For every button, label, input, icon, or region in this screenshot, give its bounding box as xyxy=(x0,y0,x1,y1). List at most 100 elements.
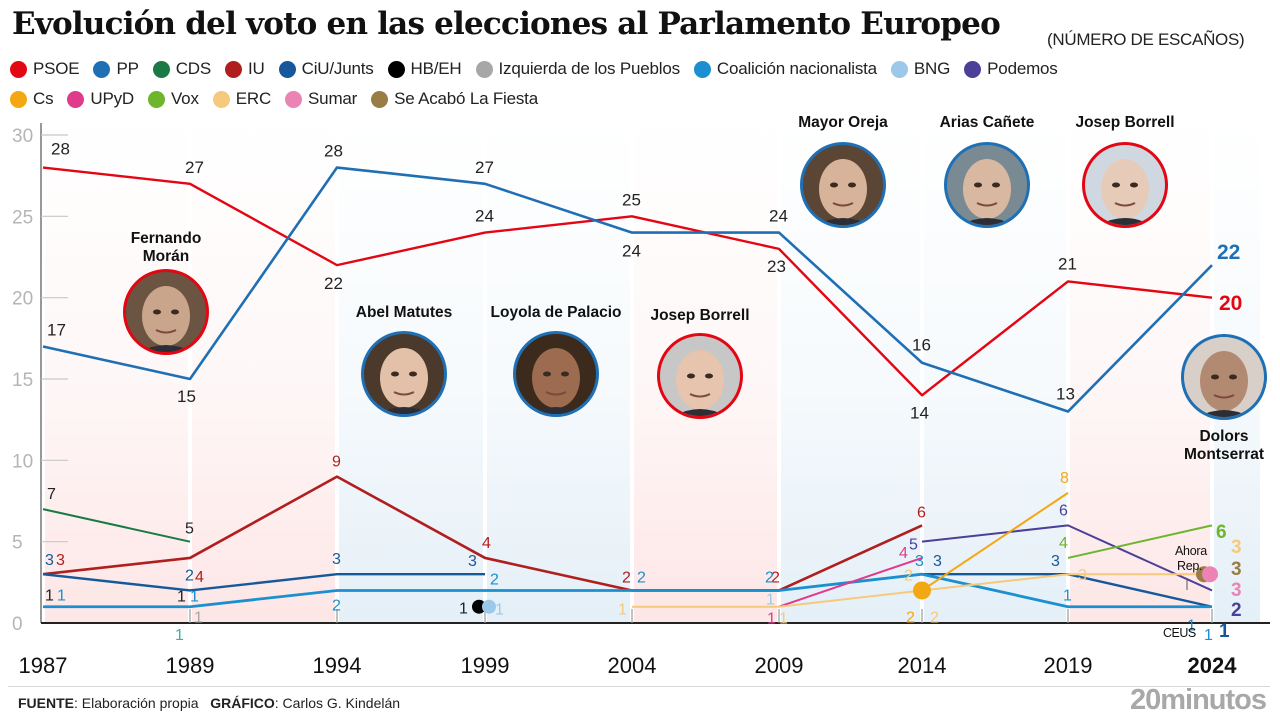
end-label-ciu-junts: 1 xyxy=(1219,621,1230,642)
value-label-coalicion-nacionalista-1994: 2 xyxy=(332,597,341,614)
chart-title: Evolución del voto en las elecciones al … xyxy=(12,6,1001,42)
series-line-ciu-junts xyxy=(42,573,485,592)
candidate-photo-josep-borrell xyxy=(657,333,743,419)
legend-item-hb-eh: HB/EH xyxy=(387,58,462,80)
legend-swatch xyxy=(475,60,493,78)
candidate-photo-mayor-oreja xyxy=(800,142,886,228)
legend-label: BNG xyxy=(913,59,951,78)
value-label-podemos-2014: 5 xyxy=(909,537,918,554)
graphic-value: : Carlos G. Kindelán xyxy=(274,695,401,711)
x-tick-label-2014: 2014 xyxy=(898,653,947,678)
x-tick-label-2024: 2024 xyxy=(1188,653,1238,678)
value-label-ciu-junts-1987: 3 xyxy=(45,552,54,569)
legend-item-pp: PP xyxy=(93,58,139,80)
annotation-rep: Rep. xyxy=(1177,559,1202,573)
value-label-ciu-junts-1994: 3 xyxy=(332,551,341,568)
legend-row-2: Cs UPyD Vox ERC Sumar Se Acabó La Fiesta xyxy=(10,88,1270,110)
value-label-coalicion-nacionalista-1987: 1 xyxy=(57,588,66,605)
source-label: FUENTE xyxy=(18,695,74,711)
candidate-photo-abel-matutes xyxy=(361,331,447,417)
y-tick-label-5: 5 xyxy=(12,533,23,554)
value-label-hb-eh-1999: 1 xyxy=(459,601,468,618)
series-line-cs xyxy=(921,492,1069,592)
legend-label: ERC xyxy=(235,89,272,108)
annotation-ceus: CEUS xyxy=(1163,626,1196,640)
value-label-podemos-2019: 6 xyxy=(1059,502,1068,519)
footer-divider xyxy=(8,686,1270,687)
source-value: : Elaboración propia xyxy=(74,695,199,711)
legend-item-cs: Cs xyxy=(10,88,54,110)
series-line-psoe xyxy=(42,166,1213,397)
value-label-cs-2019: 8 xyxy=(1060,470,1069,487)
legend-item-izquierda-de-los-pueblos: Izquierda de los Pueblos xyxy=(475,58,681,80)
value-label-iu-2014: 6 xyxy=(917,504,926,521)
value-label-hb-eh-1989: 1 xyxy=(177,589,186,606)
background-band-1987 xyxy=(45,120,188,623)
legend-swatch xyxy=(10,90,27,108)
x-tick-label-2004: 2004 xyxy=(608,653,657,678)
value-label-pp-2004: 24 xyxy=(622,242,641,261)
value-label-erc-2014: 2 xyxy=(930,609,939,626)
value-label-coalicion-nacionalista-2004: 2 xyxy=(637,569,646,586)
legend-item-bng: BNG xyxy=(890,58,951,80)
candidate-name: Fernando Morán xyxy=(131,230,202,266)
candidate-name: Josep Borrell xyxy=(1075,114,1175,131)
legend-swatch xyxy=(147,90,165,108)
legend-label: Izquierda de los Pueblos xyxy=(498,59,681,78)
candidate-name: Mayor Oreja xyxy=(798,114,888,131)
value-label-erc-2009: 1 xyxy=(779,611,788,628)
legend-label: Vox xyxy=(170,89,199,108)
value-label-pp-1987: 17 xyxy=(47,320,66,339)
value-label-psoe-1999: 24 xyxy=(475,207,494,226)
candidate-photo-arias-canete xyxy=(944,142,1030,228)
x-tick-label-1989: 1989 xyxy=(166,653,215,678)
value-label-coalicion-nacionalista-2024: 1 xyxy=(1187,618,1196,635)
value-label-erc-2019: 3 xyxy=(1078,567,1087,584)
value-label-coalicion-nacionalista-2019: 1 xyxy=(1063,588,1072,605)
chart-subtitle: (NÚMERO DE ESCAÑOS) xyxy=(1047,30,1245,49)
portrait-icon xyxy=(140,286,192,352)
legend-label: IU xyxy=(248,59,265,78)
value-label-pp-2014: 16 xyxy=(912,336,931,355)
value-label-vox-2019: 4 xyxy=(1059,535,1068,552)
legend-label: Se Acabó La Fiesta xyxy=(394,89,538,108)
y-tick-label-20: 20 xyxy=(12,289,33,310)
value-label-cs-2014: 2 xyxy=(906,609,915,626)
legend-item-cds: CDS xyxy=(152,58,211,80)
value-label-psoe-2019: 21 xyxy=(1058,254,1077,273)
candidate-photo-josep-borrell xyxy=(1082,142,1168,228)
legend-item-psoe: PSOE xyxy=(10,58,80,80)
value-label-iu-1987: 3 xyxy=(56,552,65,569)
candidate-photo-loyola-de-palacio xyxy=(513,331,599,417)
legend-item-upyd: UPyD xyxy=(67,88,134,110)
data-point-sumar-2024 xyxy=(1202,566,1218,583)
legend-swatch xyxy=(890,60,908,78)
value-label-bng-2009: 1 xyxy=(766,592,775,609)
legend-swatch xyxy=(278,60,296,78)
value-label-ciu-junts-2019: 3 xyxy=(1051,553,1060,570)
value-label-psoe-1989: 27 xyxy=(185,158,204,177)
legend-label: CiU/Junts xyxy=(301,59,374,78)
legend-swatch xyxy=(10,60,27,78)
y-tick-label-30: 30 xyxy=(12,126,33,147)
value-label-cds-1987: 7 xyxy=(47,486,56,503)
value-label-hb-eh-1987: 1 xyxy=(45,588,54,605)
legend-label: Podemos xyxy=(987,59,1058,78)
portrait-icon xyxy=(530,348,582,414)
value-label-psoe-2004: 25 xyxy=(622,190,641,209)
legend-label: UPyD xyxy=(90,89,134,108)
value-label-pp-1989: 15 xyxy=(177,387,196,406)
portrait-icon xyxy=(1198,351,1250,417)
candidate-name: Abel Matutes xyxy=(355,304,453,321)
value-label-pp-2009: 24 xyxy=(769,207,788,226)
series-line-vox xyxy=(1067,524,1213,559)
legend-swatch xyxy=(964,60,982,78)
legend-swatch xyxy=(152,60,170,78)
legend-swatch xyxy=(67,90,85,108)
end-label-psoe: 20 xyxy=(1219,292,1242,315)
end-label-podemos: 2 xyxy=(1231,600,1242,621)
legend-label: HB/EH xyxy=(410,59,462,78)
legend-item-se-acabo-la-fiesta: Se Acabó La Fiesta xyxy=(371,88,538,110)
value-label-coalicion-nacionalista-1989-base: 1 xyxy=(175,627,184,644)
end-label-vox: 6 xyxy=(1216,522,1227,543)
